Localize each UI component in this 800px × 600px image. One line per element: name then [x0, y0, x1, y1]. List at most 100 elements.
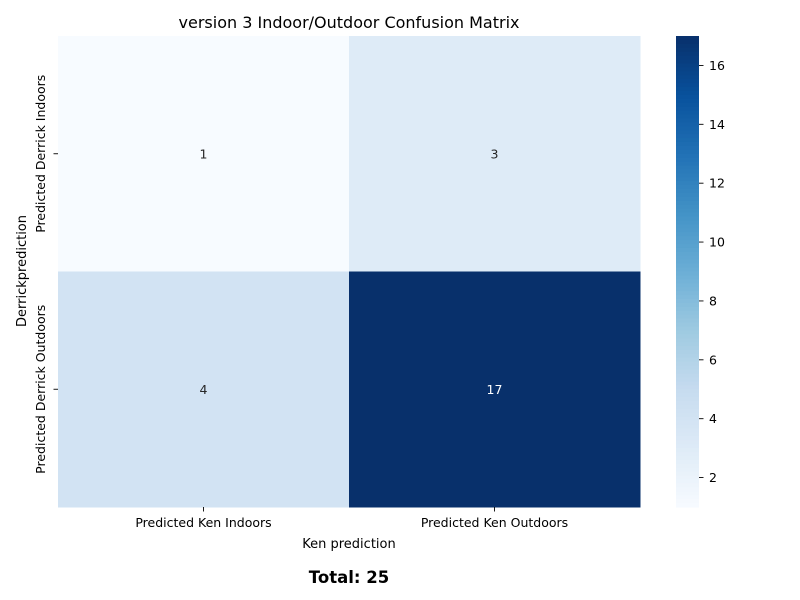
colorbar-segment — [676, 177, 699, 182]
colorbar-segment — [676, 43, 699, 49]
colorbar-segment — [676, 83, 699, 88]
x-tick-label: Predicted Ken Indoors — [135, 515, 271, 530]
colorbar-segment — [676, 87, 699, 92]
colorbar-segment — [676, 334, 699, 339]
colorbar-segment — [676, 495, 699, 500]
total-label: Total: 25 — [309, 568, 389, 587]
colorbar-segment — [676, 404, 699, 410]
colorbar-segment — [676, 452, 699, 457]
colorbar-segment — [676, 310, 699, 316]
colorbar-segment — [676, 271, 699, 277]
colorbar-segment — [676, 153, 699, 159]
colorbar-segment — [676, 357, 699, 363]
colorbar-segment — [676, 295, 699, 300]
cell-value-label: 3 — [491, 146, 499, 161]
colorbar-segment — [676, 51, 699, 57]
colorbar-segment — [676, 102, 699, 108]
colorbar-segment — [676, 173, 699, 178]
colorbar-segment — [676, 353, 699, 359]
cell-value-label: 4 — [200, 382, 208, 397]
x-axis-label: Ken prediction — [302, 537, 395, 552]
colorbar-tick-label: 4 — [709, 411, 717, 426]
colorbar-segment — [676, 291, 699, 296]
colorbar-segment — [676, 420, 699, 426]
colorbar-segment — [676, 471, 699, 477]
colorbar-segment — [676, 444, 699, 449]
colorbar-segment — [676, 79, 699, 84]
colorbar-segment — [676, 365, 699, 371]
colorbar-segment — [676, 275, 699, 280]
colorbar-segment — [676, 94, 699, 100]
colorbar-segment — [676, 259, 699, 265]
chart-title: version 3 Indoor/Outdoor Confusion Matri… — [179, 13, 520, 32]
colorbar: 2 4 6 8 10 12 14 16 — [676, 36, 725, 508]
colorbar-segment — [676, 267, 699, 273]
colorbar-segment — [676, 377, 699, 382]
colorbar-segment — [676, 342, 699, 347]
colorbar-segment — [676, 165, 699, 171]
colorbar-tick-label: 2 — [709, 470, 717, 485]
colorbar-segment — [676, 424, 699, 430]
colorbar-segment — [676, 397, 699, 402]
colorbar-segment — [676, 90, 699, 96]
colorbar-segment — [676, 346, 699, 351]
colorbar-segment — [676, 118, 699, 123]
heatmap-cell — [58, 36, 350, 272]
colorbar-segment — [676, 361, 699, 367]
colorbar-segment — [676, 247, 699, 253]
colorbar-segment — [676, 75, 699, 80]
y-axis-label: Derrickprediction — [15, 215, 30, 327]
colorbar-segment — [676, 55, 699, 61]
colorbar-segment — [676, 220, 699, 225]
colorbar-segment — [676, 499, 699, 504]
colorbar-segment — [676, 59, 699, 65]
colorbar-segment — [676, 318, 699, 324]
y-axis-ticks: Predicted Derrick Indoors Predicted Derri… — [33, 75, 58, 474]
x-tick-label: Predicted Ken Outdoors — [421, 515, 568, 530]
colorbar-segment — [676, 244, 699, 249]
colorbar-segment — [676, 350, 699, 355]
colorbar-segment — [676, 122, 699, 127]
colorbar-segment — [676, 145, 699, 151]
colorbar-segment — [676, 47, 699, 53]
colorbar-segment — [676, 302, 699, 308]
colorbar-segment — [676, 141, 699, 147]
colorbar-segment — [676, 338, 699, 343]
y-tick-label: Predicted Derrick Indoors — [33, 75, 48, 233]
colorbar-segment — [676, 408, 699, 414]
colorbar-segment — [676, 306, 699, 312]
colorbar-segment — [676, 487, 699, 492]
cell-value-label: 1 — [200, 146, 208, 161]
colorbar-segment — [676, 475, 699, 481]
colorbar-segment — [676, 149, 699, 155]
heatmap-cells — [58, 36, 641, 508]
colorbar-segment — [676, 185, 699, 190]
colorbar-tick-label: 16 — [709, 58, 725, 73]
colorbar-segment — [676, 263, 699, 269]
colorbar-segment — [676, 401, 699, 406]
colorbar-segment — [676, 440, 699, 445]
colorbar-segment — [676, 216, 699, 222]
colorbar-segment — [676, 459, 699, 465]
colorbar-segment — [676, 479, 699, 485]
colorbar-segment — [676, 369, 699, 375]
cell-value-label: 17 — [487, 382, 503, 397]
y-tick-label: Predicted Derrick Outdoors — [33, 305, 48, 474]
colorbar-segment — [676, 283, 699, 288]
x-axis-ticks: Predicted Ken Indoors Predicted Ken Outdo… — [135, 507, 568, 530]
colorbar-segment — [676, 196, 699, 202]
colorbar-segment — [676, 126, 699, 131]
colorbar-tick-label: 6 — [709, 352, 717, 367]
colorbar-segment — [676, 138, 699, 143]
colorbar-segment — [676, 393, 699, 398]
colorbar-tick-label: 12 — [709, 176, 725, 191]
heatmap-cell — [349, 36, 641, 272]
colorbar-segment — [676, 428, 699, 434]
colorbar-segment — [676, 483, 699, 488]
colorbar-segment — [676, 212, 699, 218]
colorbar-segment — [676, 385, 699, 390]
colorbar-segment — [676, 467, 699, 473]
colorbar-segment — [676, 189, 699, 194]
colorbar-segment — [676, 373, 699, 379]
